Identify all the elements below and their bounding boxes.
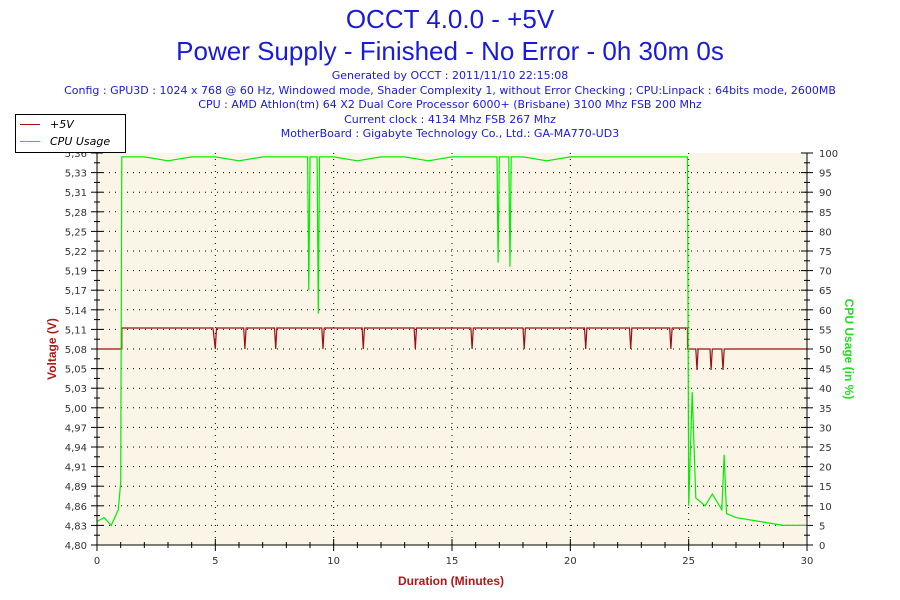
x-tick-label: 15 bbox=[446, 556, 459, 567]
y-tick-label: 4,86 bbox=[65, 502, 87, 513]
y-tick-label: 5,33 bbox=[65, 169, 87, 180]
y2-tick-label: 15 bbox=[819, 482, 832, 493]
legend-item-voltage: +5V bbox=[20, 117, 74, 131]
y-tick-label: 5,03 bbox=[65, 384, 87, 395]
legend-label: CPU Usage bbox=[50, 134, 111, 148]
x-tick-label: 20 bbox=[564, 556, 577, 567]
y2-tick-label: 0 bbox=[819, 541, 825, 552]
y2-tick-label: 20 bbox=[819, 463, 832, 474]
y2-tick-label: 45 bbox=[819, 365, 832, 376]
y-tick-label: 5,28 bbox=[65, 208, 87, 219]
y-tick-label: 4,94 bbox=[65, 443, 87, 454]
x-tick-label: 10 bbox=[327, 556, 340, 567]
info-clock: Current clock : 4134 Mhz FSB 267 Mhz bbox=[344, 112, 556, 126]
x-tick-label: 0 bbox=[94, 556, 100, 567]
y-tick-label: 4,80 bbox=[65, 541, 87, 552]
info-cpu: CPU : AMD Athlon(tm) 64 X2 Dual Core Pro… bbox=[198, 98, 702, 111]
series-voltage-line bbox=[97, 327, 807, 371]
info-generated: Generated by OCCT : 2011/11/10 22:15:08 bbox=[331, 69, 569, 82]
y-tick-label: 5,08 bbox=[65, 345, 87, 356]
y2-tick-label: 55 bbox=[819, 325, 832, 336]
legend-item-cpu: CPU Usage bbox=[20, 134, 110, 148]
y-tick-label: 5,31 bbox=[65, 188, 87, 199]
y2-tick-label: 25 bbox=[819, 443, 832, 454]
chart-subtitle: Power Supply - Finished - No Error - 0h … bbox=[176, 36, 724, 66]
info-motherboard: MotherBoard : Gigabyte Technology Co., L… bbox=[280, 127, 620, 140]
y2-tick-label: 10 bbox=[819, 502, 832, 513]
chart-title: OCCT 4.0.0 - +5V bbox=[345, 4, 555, 34]
y2-tick-label: 90 bbox=[819, 188, 832, 199]
legend-label: +5V bbox=[50, 117, 74, 131]
y-tick-label: 5,36 bbox=[65, 149, 87, 160]
x-tick-label: 30 bbox=[801, 556, 814, 567]
y2-tick-label: 85 bbox=[819, 208, 832, 219]
x-axis-label: Duration (Minutes) bbox=[398, 574, 504, 588]
y2-tick-label: 80 bbox=[819, 227, 832, 238]
y2-tick-label: 100 bbox=[819, 149, 838, 160]
y2-tick-label: 95 bbox=[819, 169, 832, 180]
y2-tick-label: 60 bbox=[819, 306, 832, 317]
info-config: Config : GPU3D : 1024 x 768 @ 60 Hz, Win… bbox=[64, 83, 836, 97]
y2-tick-label: 35 bbox=[819, 404, 832, 415]
legend: +5V CPU Usage bbox=[15, 114, 126, 153]
y2-tick-label: 30 bbox=[819, 423, 832, 434]
y-tick-label: 4,83 bbox=[65, 521, 87, 532]
y-tick-label: 4,97 bbox=[65, 423, 87, 434]
y-tick-label: 5,19 bbox=[65, 267, 87, 278]
y-tick-label: 5,25 bbox=[65, 227, 87, 238]
y2-tick-label: 50 bbox=[819, 345, 832, 356]
y-tick-label: 5,05 bbox=[65, 365, 87, 376]
y2-tick-label: 75 bbox=[819, 247, 832, 258]
series-cpu-line bbox=[96, 156, 807, 527]
y-tick-label: 5,00 bbox=[65, 404, 87, 415]
y-tick-label: 5,11 bbox=[65, 325, 87, 336]
y2-tick-label: 70 bbox=[819, 267, 832, 278]
y2-tick-label: 40 bbox=[819, 384, 832, 395]
y-tick-label: 5,22 bbox=[65, 247, 87, 258]
x-tick-label: 25 bbox=[682, 556, 695, 567]
y-tick-label: 5,14 bbox=[65, 306, 87, 317]
y2-axis-label: CPU Usage (in %) bbox=[842, 299, 856, 400]
y2-tick-label: 5 bbox=[819, 521, 825, 532]
y-tick-label: 5,17 bbox=[65, 286, 87, 297]
y-axis-label: Voltage (V) bbox=[45, 318, 59, 380]
y2-tick-label: 65 bbox=[819, 286, 832, 297]
y-tick-label: 4,89 bbox=[65, 482, 87, 493]
y-tick-label: 4,91 bbox=[65, 463, 87, 474]
x-tick-label: 5 bbox=[212, 556, 218, 567]
